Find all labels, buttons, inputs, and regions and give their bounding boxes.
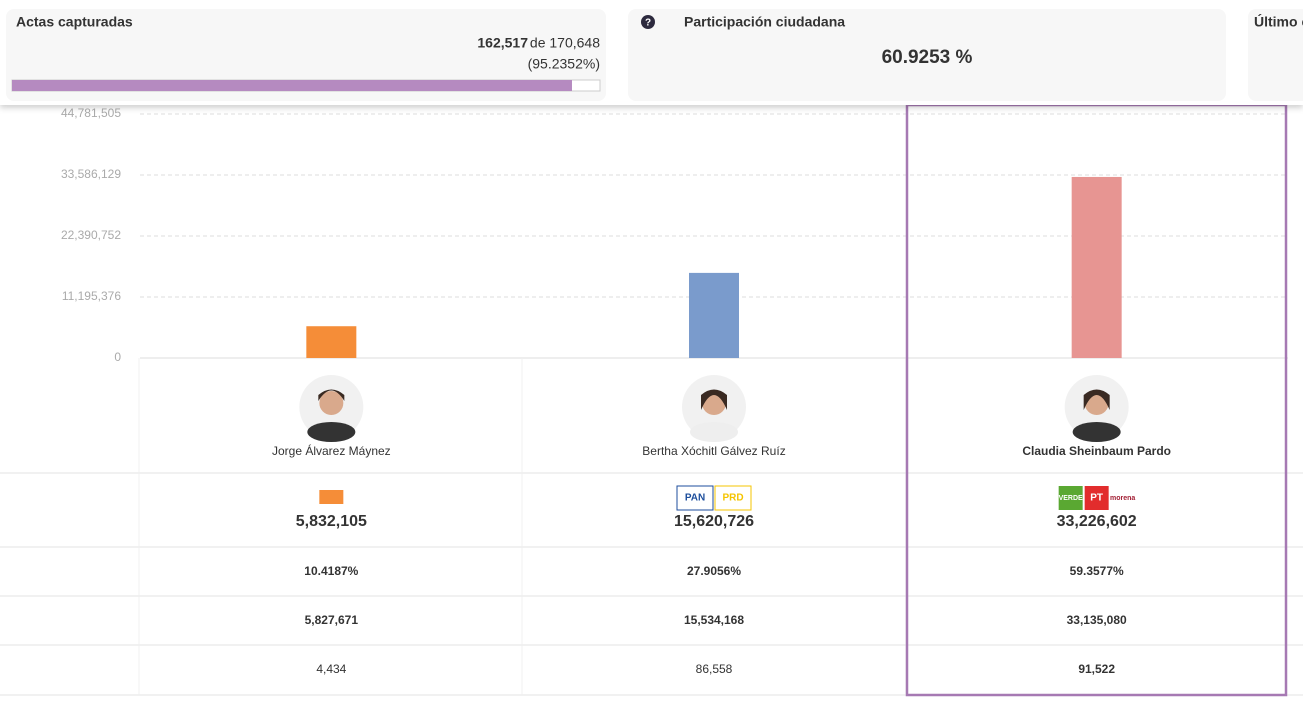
party-logo bbox=[1110, 486, 1135, 510]
y-tick-label: 22,390,752 bbox=[61, 228, 121, 242]
card bbox=[1248, 9, 1303, 101]
card bbox=[628, 9, 1226, 101]
count: 162,517 bbox=[477, 35, 528, 51]
card-title: Actas capturadas bbox=[16, 14, 133, 30]
table-cell: 91,522 bbox=[1078, 662, 1115, 676]
party-logo bbox=[676, 485, 714, 511]
card-title: Último c bbox=[1254, 13, 1303, 30]
percent: (95.2352%) bbox=[528, 56, 600, 72]
vote-total: 15,620,726 bbox=[674, 513, 754, 530]
participation-value: 60.9253 % bbox=[882, 47, 973, 68]
photo-body bbox=[307, 422, 356, 442]
photo-body bbox=[1072, 422, 1121, 442]
table-cell: 15,534,168 bbox=[684, 613, 744, 627]
table-cell: 10.4187% bbox=[304, 564, 358, 578]
clipped-card: Último c bbox=[1248, 9, 1303, 101]
card bbox=[6, 9, 606, 101]
help-icon[interactable] bbox=[641, 15, 655, 29]
table-cell: 5,827,671 bbox=[305, 613, 359, 627]
y-tick-label: 0 bbox=[114, 350, 121, 364]
photo-body bbox=[690, 422, 738, 442]
y-tick-label: 11,195,376 bbox=[62, 289, 121, 303]
bar bbox=[306, 326, 357, 358]
party-logo bbox=[714, 485, 752, 511]
photo-hair bbox=[318, 389, 345, 401]
total: de 170,648 bbox=[530, 35, 600, 51]
table-cell: 86,558 bbox=[696, 662, 733, 676]
progress-fill bbox=[12, 80, 572, 91]
results-table: Jorge Álvarez Máynez 5,832,105 10.4187% 5,8… bbox=[0, 358, 1303, 696]
bar bbox=[1071, 176, 1122, 358]
help-icon-text: ? bbox=[645, 18, 651, 29]
vote-total: 33,226,602 bbox=[1057, 513, 1137, 530]
candidate-name: Claudia Sheinbaum Pardo bbox=[1022, 444, 1171, 458]
photo-face bbox=[319, 391, 344, 415]
party-logo-text: morena bbox=[1110, 495, 1135, 502]
table-cell: 4,434 bbox=[316, 662, 346, 676]
candidate-name: Jorge Álvarez Máynez bbox=[272, 443, 391, 458]
table-cell: 33,135,080 bbox=[1067, 613, 1127, 627]
y-tick-label: 33,586,129 bbox=[61, 167, 121, 181]
party-logo-text: PAN bbox=[685, 493, 705, 504]
photo-hair bbox=[1083, 389, 1110, 410]
candidate-name: Bertha Xóchitl Gálvez Ruíz bbox=[642, 444, 785, 458]
y-tick-label: 44,781,505 bbox=[61, 106, 121, 120]
card-title: Participación ciudadana bbox=[684, 14, 845, 30]
party-logo bbox=[319, 490, 344, 504]
bar bbox=[689, 272, 739, 358]
chart: 0 11,195,376 22,390,752 33,586,129 44,781,50… bbox=[61, 106, 1288, 364]
party-logo-text: VERDE bbox=[1059, 495, 1083, 502]
header: Actas capturadas 162,517 de 170,648 (95.… bbox=[0, 0, 1303, 105]
party-logo bbox=[1084, 486, 1109, 510]
party-logo bbox=[1058, 486, 1083, 510]
table-cell: 27.9056% bbox=[687, 564, 741, 578]
photo-hair bbox=[701, 389, 727, 410]
table-cell: 59.3577% bbox=[1070, 564, 1124, 578]
vote-total: 5,832,105 bbox=[296, 513, 367, 530]
party-logo-text: PT bbox=[1090, 493, 1103, 504]
party-logo-text: PRD bbox=[722, 493, 743, 504]
